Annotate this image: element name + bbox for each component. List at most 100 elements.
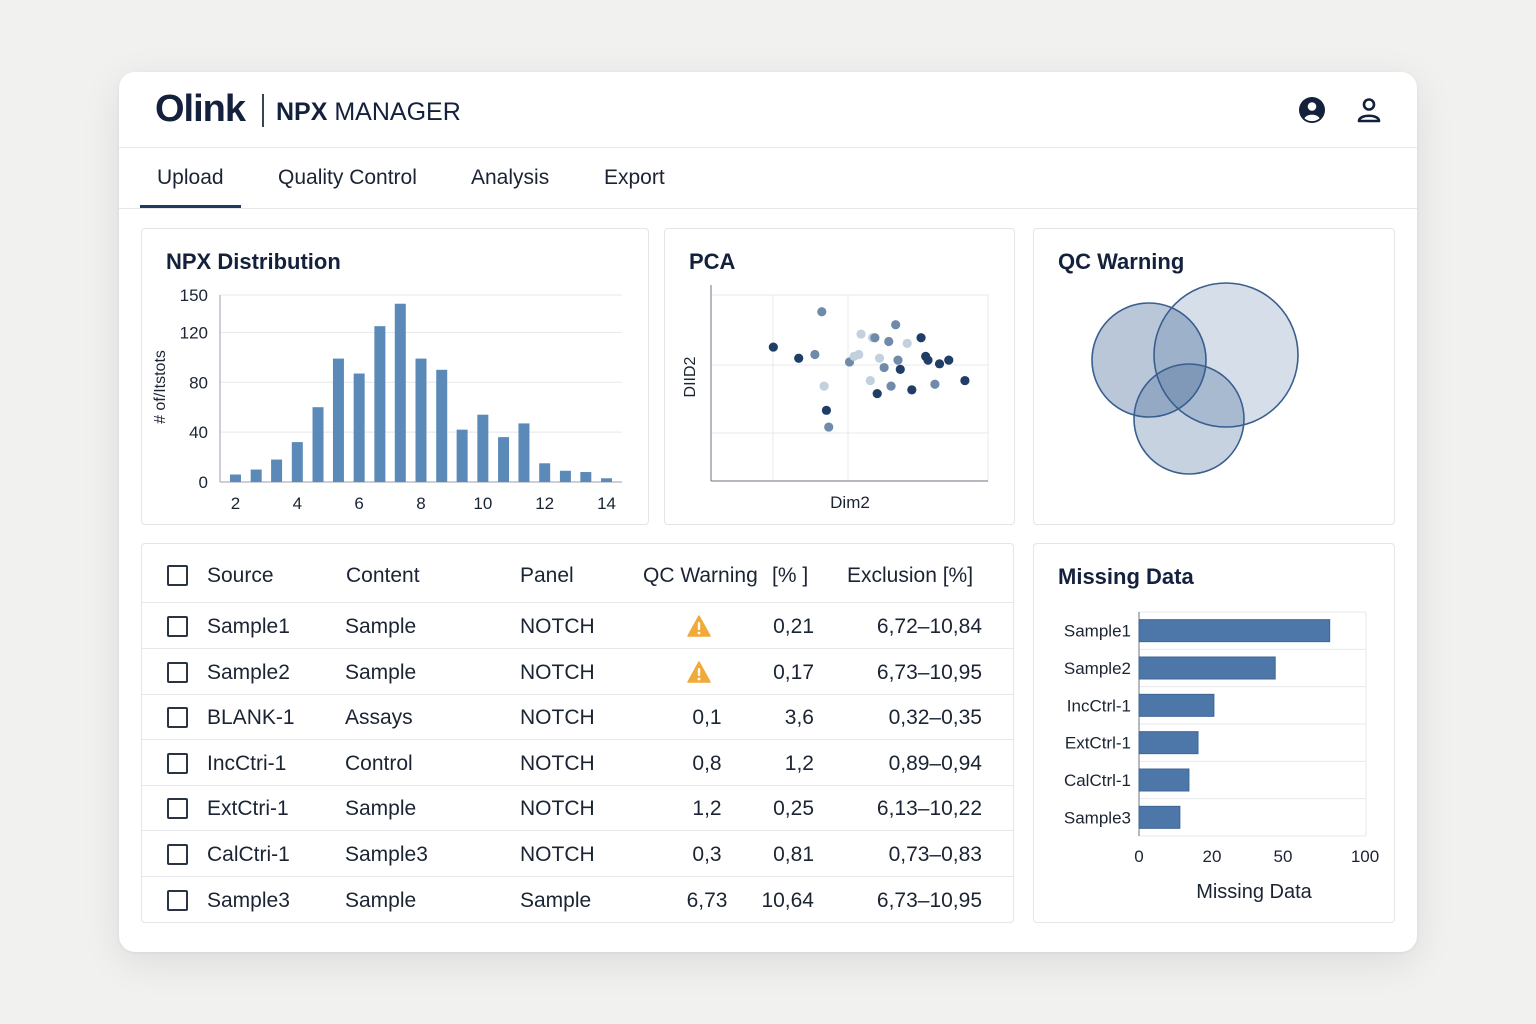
table-row[interactable]: BLANK-1 Assays NOTCH 0,1 3,6 0,32–0,35	[142, 694, 1014, 741]
pca-point	[930, 379, 940, 389]
pca-title: PCA	[689, 249, 736, 274]
header-content[interactable]: Content	[346, 564, 420, 587]
row-qc-warning: 0,8	[692, 751, 722, 775]
missing-category-label: IncCtrl-1	[1067, 696, 1131, 715]
account-circle-icon[interactable]	[1296, 94, 1328, 126]
row-checkbox[interactable]	[167, 707, 188, 729]
table-row[interactable]: IncCtri-1 Control NOTCH 0,8 1,2 0,89–0,94	[142, 740, 1014, 786]
row-panel: NOTCH	[520, 843, 595, 866]
header-exclusion[interactable]: Exclusion [%]	[847, 564, 974, 587]
row-panel: NOTCH	[520, 706, 595, 730]
header-qc-warning[interactable]: QC Warning	[643, 564, 758, 587]
select-all-checkbox[interactable]	[167, 565, 188, 586]
row-checkbox[interactable]	[167, 616, 188, 637]
npx-bar	[580, 472, 592, 482]
user-icon[interactable]	[1353, 94, 1385, 126]
missing-bar	[1138, 619, 1331, 643]
npx-bar	[456, 429, 468, 482]
row-exclusion: 0,89–0,94	[888, 751, 982, 775]
venn-circle-c	[1133, 363, 1245, 475]
row-panel: NOTCH	[520, 751, 595, 775]
table-row[interactable]: ExtCtri-1 Sample NOTCH 1,2 0,25 6,13–10,22	[142, 785, 1014, 832]
npx-distribution-card: NPX Distribution 0 40 80 120 150 2 4 6 8 10 12 14 # …	[141, 228, 649, 525]
row-source: ExtCtri-1	[207, 797, 289, 821]
tab-quality-control[interactable]: Quality Control	[278, 166, 417, 189]
pca-point	[821, 405, 832, 415]
row-divider	[142, 739, 1014, 741]
missing-x-tick-label: 0	[1134, 847, 1143, 866]
pca-point	[870, 333, 880, 343]
pca-point	[819, 381, 829, 391]
row-checkbox[interactable]	[167, 661, 188, 683]
missing-bar	[1138, 731, 1199, 755]
tab-upload[interactable]: Upload	[157, 166, 224, 189]
pca-point	[891, 320, 901, 330]
missing-category-label: Sample2	[1064, 659, 1131, 678]
main-nav: Upload Quality Control Analysis Export	[119, 148, 1417, 209]
missing-x-tick-label: 100	[1351, 847, 1379, 866]
row-source: IncCtri-1	[207, 751, 287, 775]
table-header-row: Source Content Panel QC Warning [% ] Exc…	[142, 549, 1014, 603]
table-row[interactable]: Sample2 Sample NOTCH 0,17 6,73–10,95	[142, 649, 1014, 695]
pca-point	[916, 333, 926, 343]
row-percent: 1,2	[784, 751, 814, 775]
npx-distribution-title: NPX Distribution	[166, 249, 341, 274]
logo: Olink	[155, 88, 246, 130]
table-row[interactable]: CalCtri-1 Sample3 NOTCH 0,3 0,81 0,73–0,83	[142, 831, 1014, 877]
table-row[interactable]: Sample1 Sample NOTCH 0,21 6,72–10,84	[142, 603, 1014, 649]
tab-analysis[interactable]: Analysis	[471, 166, 550, 189]
row-content: Sample	[345, 797, 417, 821]
npx-y-axis-label: # of/Itstots	[152, 350, 169, 424]
missing-category-label: Sample3	[1064, 808, 1131, 827]
app-name-rest: MANAGER	[327, 98, 461, 126]
npx-y-tick-label: 120	[180, 323, 208, 342]
header-percent[interactable]: [% ]	[772, 564, 809, 587]
app-name: NPX MANAGER	[276, 98, 461, 127]
npx-bar	[291, 442, 303, 482]
pca-point	[794, 353, 804, 363]
row-checkbox[interactable]	[167, 752, 188, 774]
row-checkbox[interactable]	[167, 844, 188, 865]
logo-divider	[262, 94, 264, 127]
row-percent: 3,6	[784, 706, 814, 730]
pca-scatter: Dim2 DIID2	[682, 285, 989, 512]
npx-x-tick-label: 6	[354, 494, 363, 513]
npx-bar	[518, 423, 530, 482]
row-exclusion: 6,13–10,22	[876, 797, 982, 821]
row-divider	[142, 693, 1014, 695]
npx-bar	[332, 358, 344, 482]
header-panel[interactable]: Panel	[520, 564, 574, 587]
venn-circle-a	[1091, 302, 1207, 418]
row-source: BLANK-1	[207, 706, 295, 730]
missing-category-label: CalCtrl-1	[1064, 771, 1131, 790]
row-checkbox[interactable]	[167, 889, 188, 911]
active-tab-indicator	[140, 205, 241, 208]
table-row[interactable]: Sample3 Sample Sample 6,73 10,64 6,73–10,95	[142, 877, 1014, 923]
pca-point	[854, 349, 864, 360]
npx-histogram: 0 40 80 120 150 2 4 6 8 10 12 14 # of/Itstots	[152, 286, 622, 513]
tab-export[interactable]: Export	[604, 166, 665, 189]
missing-bar	[1138, 693, 1215, 717]
row-exclusion: 6,73–10,95	[876, 888, 982, 912]
row-content: Assays	[345, 706, 413, 730]
venn-circle-b	[1153, 282, 1299, 428]
app-name-bold: NPX	[276, 98, 328, 126]
npx-y-tick-label: 0	[199, 473, 208, 492]
missing-bar	[1138, 656, 1276, 680]
row-source: Sample3	[207, 888, 290, 912]
row-qc-warning: 6,73	[686, 888, 728, 912]
row-content: Sample	[345, 660, 417, 684]
row-exclusion: 6,72–10,84	[876, 615, 982, 638]
npx-y-tick-label: 150	[180, 286, 208, 305]
missing-bar	[1138, 768, 1190, 792]
row-percent: 0,17	[773, 660, 814, 684]
row-checkbox[interactable]	[167, 798, 188, 820]
header-source[interactable]: Source	[207, 564, 274, 587]
npx-bar	[250, 469, 262, 482]
row-content: Sample3	[345, 843, 428, 866]
warning-icon	[687, 615, 711, 637]
row-percent: 0,81	[773, 843, 814, 866]
pca-point	[923, 355, 933, 365]
npx-bar	[436, 369, 448, 482]
pca-point	[874, 353, 885, 363]
